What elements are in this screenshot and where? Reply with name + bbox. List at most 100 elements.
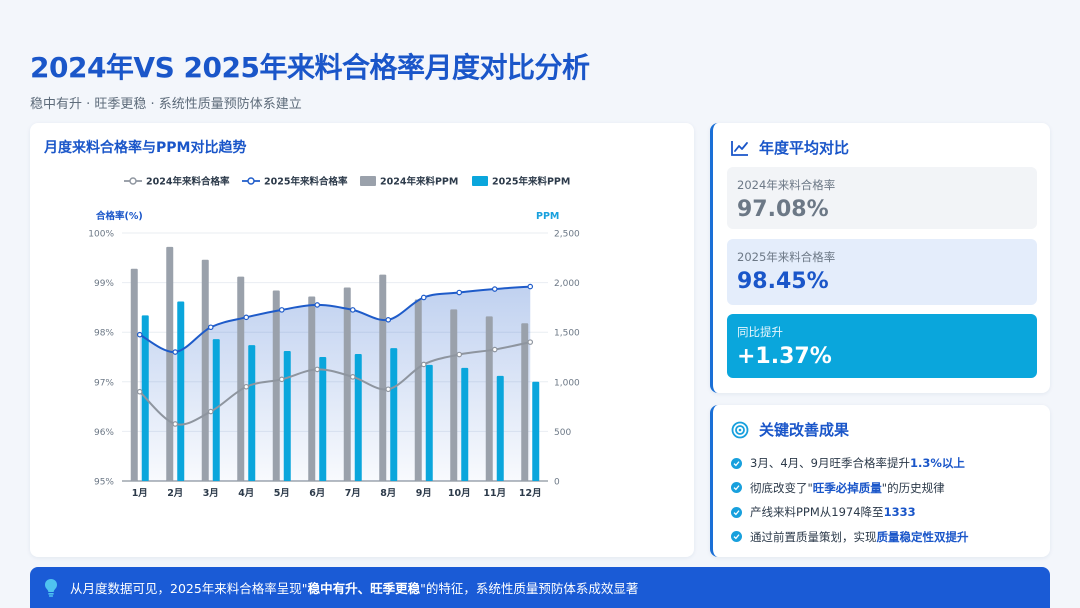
bar-2025-ppm <box>496 375 504 481</box>
right-tick-label: 1,000 <box>554 378 580 388</box>
bar-2024-ppm <box>450 309 458 481</box>
point-2025-rate <box>527 283 534 290</box>
bar-2024-ppm <box>521 323 529 481</box>
x-tick-label: 4月 <box>238 488 254 499</box>
trend-line-icon <box>731 140 748 156</box>
result-text: 3月、4月、9月旺季合格率提升1.3%以上 <box>750 456 965 471</box>
x-tick-label: 6月 <box>309 488 325 499</box>
lightbulb-icon <box>45 578 57 597</box>
point-2025-rate <box>314 302 321 308</box>
x-tick-label: 3月 <box>203 488 219 499</box>
right-tick-label: 1,500 <box>554 329 580 339</box>
point-2025-rate <box>420 294 427 301</box>
bar-2024-ppm <box>308 296 316 481</box>
left-tick-label: 96% <box>94 428 114 438</box>
right-tick-label: 500 <box>554 428 571 438</box>
x-tick-label: 2月 <box>167 488 183 499</box>
bar-2025-ppm <box>425 364 433 481</box>
trend-chart: 95% 96% 97% 98% 99% 100% 0 500 1,000 1,500 2,000 2,… <box>88 176 580 500</box>
point-2025-rate <box>207 324 214 331</box>
area-2025-rate <box>139 286 531 481</box>
result-text: 彻底改变了"旺季必掉质量"的历史规律 <box>750 480 945 495</box>
chart-title: 月度来料合格率与PPM对比趋势 <box>44 140 247 156</box>
stat-2025-rate: 2025年来料合格率 98.45% <box>727 239 1037 305</box>
summary-text: 从月度数据可见，2025年来料合格率呈现"稳中有升、旺季更稳"的特征，系统性质量… <box>70 581 639 596</box>
summary-banner: 从月度数据可见，2025年来料合格率呈现"稳中有升、旺季更稳"的特征，系统性质量… <box>30 567 1050 608</box>
right-tick-label: 2,500 <box>554 230 580 240</box>
left-tick-label: 98% <box>94 329 114 339</box>
left-tick-label: 97% <box>94 378 114 388</box>
key-results-header: 关键改善成果 <box>731 419 849 440</box>
bar-2024-ppm <box>343 287 351 481</box>
chart-card: 月度来料合格率与PPM对比趋势 95% 96% 97% 98% 99% 100% 0 500 1… <box>30 123 694 557</box>
target-icon <box>731 421 749 438</box>
check-icon <box>731 506 742 518</box>
x-tick-label: 12月 <box>519 488 542 499</box>
x-tick-label: 1月 <box>132 488 148 499</box>
x-tick-label: 5月 <box>274 488 290 499</box>
legend-marker <box>129 177 137 185</box>
point-2024-rate <box>243 383 250 390</box>
key-results-panel: 关键改善成果 3月、4月、9月旺季合格率提升1.3%以上 彻底改变了"旺季必掉质… <box>710 405 1050 557</box>
page-subtitle: 稳中有升 · 旺季更稳 · 系统性质量预防体系建立 <box>30 97 302 112</box>
right-axis-title: PPM <box>536 211 559 222</box>
x-tick-label: 7月 <box>345 488 361 499</box>
point-2024-rate <box>349 374 356 380</box>
bar-2025-ppm <box>390 348 398 481</box>
legend-marker <box>247 177 255 185</box>
bar-2025-ppm <box>248 345 256 481</box>
bar-2024-ppm <box>414 299 422 481</box>
left-tick-label: 95% <box>94 478 114 488</box>
x-tick-label: 9月 <box>416 488 432 499</box>
stat-label: 同比提升 <box>737 325 783 339</box>
page-title: 2024年VS 2025年来料合格率月度对比分析 <box>30 51 590 84</box>
stat-yoy-improvement: 同比提升 +1.37% <box>727 314 1037 378</box>
point-2024-rate <box>278 376 285 383</box>
list-item: 产线来料PPM从1974降至1333 <box>731 500 969 525</box>
annual-average-header: 年度平均对比 <box>731 137 849 158</box>
legend-label: 2024年来料合格率 <box>146 176 230 188</box>
right-tick-label: 2,000 <box>554 279 580 289</box>
point-2024-rate <box>527 339 534 345</box>
point-2025-rate <box>349 307 356 313</box>
result-text: 通过前置质量策划，实现质量稳定性双提升 <box>750 529 969 544</box>
result-text: 产线来料PPM从1974降至1333 <box>750 505 916 520</box>
list-item: 3月、4月、9月旺季合格率提升1.3%以上 <box>731 451 969 476</box>
point-2024-rate <box>207 408 214 415</box>
left-tick-label: 100% <box>88 230 114 240</box>
point-2024-rate <box>136 388 143 395</box>
annual-average-panel: 年度平均对比 2024年来料合格率 97.08% 2025年来料合格率 98.4… <box>710 123 1050 393</box>
list-item: 通过前置质量策划，实现质量稳定性双提升 <box>731 525 969 550</box>
legend-label: 2025年来料合格率 <box>264 176 348 188</box>
stat-value: +1.37% <box>737 344 832 369</box>
bar-2025-ppm <box>354 354 362 481</box>
stat-value: 98.45% <box>737 269 829 294</box>
legend-label: 2024年来料PPM <box>380 176 458 188</box>
bar-2024-ppm <box>272 290 280 481</box>
key-results-title: 关键改善成果 <box>759 421 850 439</box>
bar-2024-ppm <box>485 316 493 481</box>
bar-2025-ppm <box>319 357 327 481</box>
point-2024-rate <box>491 346 498 353</box>
results-list: 3月、4月、9月旺季合格率提升1.3%以上 彻底改变了"旺季必掉质量"的历史规律… <box>731 451 969 549</box>
stat-value: 97.08% <box>737 197 829 222</box>
point-2024-rate <box>172 421 179 427</box>
point-2025-rate <box>278 307 285 313</box>
stat-label: 2025年来料合格率 <box>737 250 836 264</box>
right-tick-label: 0 <box>554 478 560 488</box>
bar-2025-ppm <box>283 351 291 481</box>
stat-label: 2024年来料合格率 <box>737 178 836 192</box>
point-2025-rate <box>136 331 143 338</box>
point-2024-rate <box>385 386 392 393</box>
line-2024-rate <box>139 341 531 426</box>
bar-2025-ppm <box>532 381 540 481</box>
point-2024-rate <box>420 361 427 368</box>
legend-bar-swatch <box>472 176 488 186</box>
line-2025-rate <box>139 285 531 354</box>
point-2025-rate <box>172 349 179 355</box>
bar-2025-ppm <box>212 339 220 481</box>
left-axis-title: 合格率(%) <box>96 210 143 222</box>
point-2025-rate <box>385 317 392 323</box>
check-icon <box>731 457 742 469</box>
x-tick-label: 8月 <box>380 488 396 499</box>
